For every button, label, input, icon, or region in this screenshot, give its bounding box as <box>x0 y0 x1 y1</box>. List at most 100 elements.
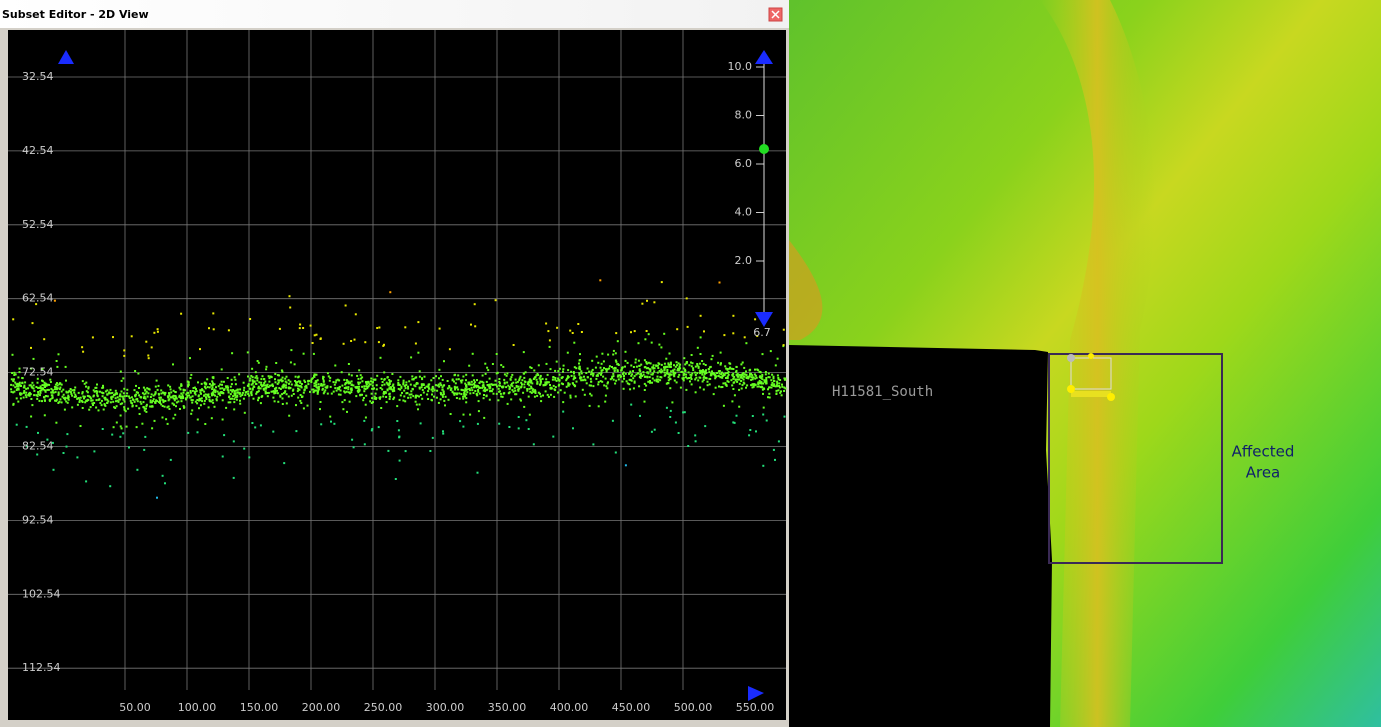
point <box>335 381 337 383</box>
point <box>601 381 603 383</box>
point <box>351 380 353 382</box>
point <box>210 401 212 403</box>
point <box>206 378 208 380</box>
point <box>253 398 255 400</box>
point <box>335 379 337 381</box>
point <box>45 391 47 393</box>
point <box>143 401 145 403</box>
point <box>211 417 213 419</box>
point <box>487 384 489 386</box>
point <box>562 401 564 403</box>
point <box>211 394 213 396</box>
point <box>463 394 465 396</box>
point <box>587 376 589 378</box>
point <box>524 381 526 383</box>
point <box>522 392 524 394</box>
point <box>666 372 668 374</box>
point <box>192 390 194 392</box>
point <box>155 399 157 401</box>
point <box>249 380 251 382</box>
point <box>738 406 740 408</box>
point <box>343 343 345 345</box>
point <box>785 387 787 389</box>
point <box>85 382 87 384</box>
point <box>549 384 551 386</box>
point <box>500 393 502 395</box>
point <box>628 383 630 385</box>
point <box>20 397 22 399</box>
point <box>140 401 142 403</box>
point <box>419 404 421 406</box>
handle[interactable] <box>1067 385 1075 393</box>
handle[interactable] <box>1107 393 1115 401</box>
point <box>415 395 417 397</box>
point <box>478 387 480 389</box>
point <box>776 393 778 395</box>
point <box>450 389 452 391</box>
point <box>739 383 741 385</box>
point <box>605 378 607 380</box>
point <box>529 388 531 390</box>
point <box>407 386 409 388</box>
point <box>498 381 500 383</box>
point <box>295 376 297 378</box>
point <box>520 386 522 388</box>
point <box>663 333 665 335</box>
point <box>204 423 206 425</box>
point <box>391 388 393 390</box>
point <box>253 385 255 387</box>
point <box>365 417 367 419</box>
point <box>680 371 682 373</box>
point <box>766 420 768 422</box>
point <box>70 391 72 393</box>
point <box>170 396 172 398</box>
point <box>407 388 409 390</box>
point <box>217 391 219 393</box>
point <box>584 379 586 381</box>
point <box>44 414 46 416</box>
handle[interactable] <box>1067 354 1075 362</box>
point <box>644 366 646 368</box>
point <box>620 375 622 377</box>
point <box>474 390 476 392</box>
point <box>602 369 604 371</box>
point <box>160 397 162 399</box>
x-label: 250.00 <box>364 701 403 714</box>
point <box>355 395 357 397</box>
point <box>484 363 486 365</box>
point <box>754 318 756 320</box>
point <box>570 397 572 399</box>
point <box>43 338 45 340</box>
point <box>671 401 673 403</box>
point <box>623 375 625 377</box>
point <box>239 403 241 405</box>
point <box>84 396 86 398</box>
point <box>745 387 747 389</box>
point <box>50 391 52 393</box>
slider-knob[interactable] <box>759 144 769 154</box>
point <box>771 387 773 389</box>
point <box>617 370 619 372</box>
point <box>192 395 194 397</box>
point <box>777 358 779 360</box>
point <box>121 391 123 393</box>
point <box>18 387 20 389</box>
point <box>252 389 254 391</box>
point <box>360 378 362 380</box>
point <box>342 408 344 410</box>
point <box>722 382 724 384</box>
handle[interactable] <box>1088 353 1094 359</box>
point <box>472 374 474 376</box>
point <box>572 427 574 429</box>
point <box>718 386 720 388</box>
point <box>424 376 426 378</box>
point <box>771 374 773 376</box>
point <box>25 396 27 398</box>
point <box>510 384 512 386</box>
point <box>483 394 485 396</box>
point <box>559 374 561 376</box>
point <box>174 391 176 393</box>
point <box>712 355 714 357</box>
point <box>595 378 597 380</box>
point <box>110 396 112 398</box>
